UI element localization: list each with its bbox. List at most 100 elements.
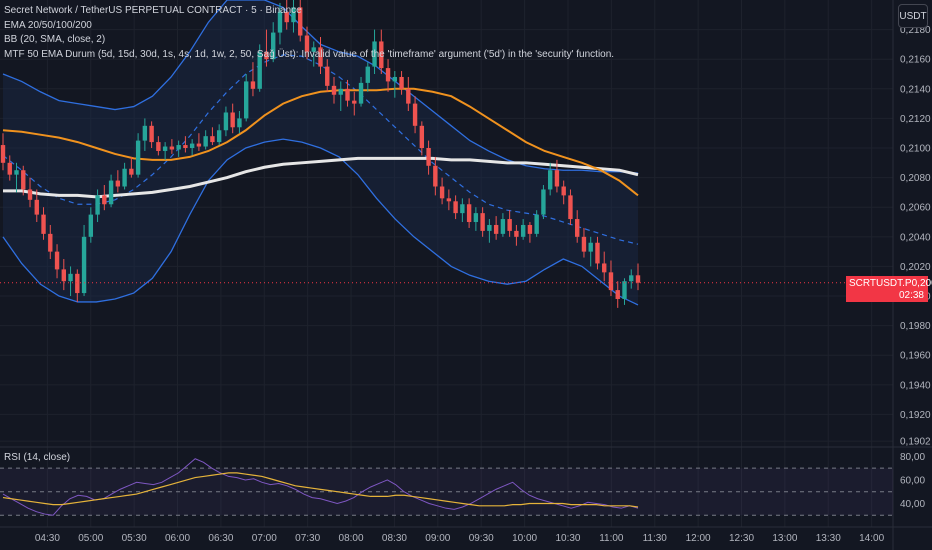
time-tick-label: 08:00 (339, 533, 364, 544)
ema-orange-line (2, 87, 639, 197)
candle-body (75, 273, 80, 294)
candle-body (500, 219, 506, 234)
countdown-label: 02:38 (898, 290, 924, 301)
candle-body (243, 81, 249, 119)
candle-body (34, 199, 39, 215)
candle-body (433, 165, 438, 187)
axes: 0,2180 0,2160 0,2140 0,2120 0,2100 0,2080 0,20… (35, 25, 931, 544)
candle-body (622, 281, 627, 299)
candle-body (520, 224, 526, 237)
candle-body (298, 7, 303, 36)
rsi-pane (0, 458, 893, 516)
legend-mtf[interactable]: MTF 50 EMA Durum (5d, 15d, 30d, 1s, 4s, … (4, 48, 615, 60)
candle-body (311, 47, 316, 52)
candle-body (514, 230, 519, 237)
time-tick-label: 14:00 (859, 533, 884, 544)
candle-body (399, 76, 404, 89)
legend-symbol[interactable]: Secret Network / TetherUS PERPETUAL CONT… (4, 5, 302, 16)
price-tick-label: 0,2080 (900, 173, 931, 184)
time-tick-label: 10:30 (555, 533, 580, 544)
candle-body (54, 251, 60, 270)
candle-body (473, 213, 479, 223)
price-label: 0,2009 (911, 278, 932, 289)
candle-body (284, 11, 289, 23)
candle-body (412, 103, 418, 126)
time-tick-label: 04:30 (35, 533, 60, 544)
time-tick-label: 11:30 (643, 533, 668, 544)
time-tick-label: 07:00 (252, 533, 277, 544)
candle-body (41, 214, 46, 234)
price-tick-label: 0,2060 (900, 203, 931, 214)
candle-body (602, 263, 607, 273)
candle-body (588, 242, 593, 252)
time-tick-label: 10:00 (512, 533, 537, 544)
candle-body (352, 100, 357, 104)
bb-middle-line (2, 54, 639, 245)
candle-body (61, 269, 66, 282)
candle-body (88, 214, 94, 237)
candle-body (635, 275, 641, 283)
candle-body (176, 145, 181, 150)
time-tick-label: 09:30 (469, 533, 494, 544)
candle-body (460, 204, 465, 214)
candle-body (453, 201, 458, 214)
candle-body (358, 82, 364, 104)
ema-white-line (3, 156, 639, 199)
candle-body (27, 189, 33, 200)
candle-body (257, 51, 262, 89)
candle-body (608, 272, 614, 291)
ema-lines (2, 87, 639, 199)
candle-body (426, 148, 431, 166)
candle-body (210, 136, 215, 143)
candle-body (0, 145, 6, 163)
currency-unit-button[interactable]: USDT (898, 4, 928, 28)
time-tick-label: 13:00 (772, 533, 797, 544)
candle-body (480, 213, 485, 231)
candle-body (493, 224, 499, 234)
candlesticks (0, 0, 641, 308)
candle-body (196, 143, 202, 147)
candle-body (14, 170, 19, 175)
candle-body (142, 125, 148, 141)
candle-body (115, 180, 121, 187)
bb-lower-line (2, 138, 639, 306)
candle-body (568, 195, 573, 220)
rsi-legend[interactable]: RSI (14, close) (4, 452, 71, 463)
candle-body (230, 112, 235, 128)
candle-body (250, 81, 256, 89)
time-tick-label: 06:30 (208, 533, 233, 544)
rsi-ma-line (2, 472, 639, 508)
price-tick-label: 0,2040 (900, 232, 931, 243)
candle-body (183, 145, 188, 149)
candle-body (149, 125, 154, 143)
candle-body (487, 224, 492, 231)
chart-legend: Secret Network / TetherUS PERPETUAL CONT… (4, 4, 614, 62)
candle-body (527, 224, 533, 234)
candle-body (271, 32, 276, 60)
time-tick-label: 12:30 (729, 533, 754, 544)
candle-body (291, 7, 296, 23)
price-tick-label: 0,2100 (900, 144, 931, 155)
price-tick-label: 0,1920 (900, 410, 931, 421)
candle-body (223, 112, 229, 131)
candle-body (439, 186, 445, 199)
price-tick-label: 0,2140 (900, 84, 931, 95)
candle-body (237, 118, 242, 128)
legend-ema[interactable]: EMA 20/50/100/200 (4, 19, 92, 31)
candle-body (216, 130, 222, 143)
candle-body (365, 66, 370, 83)
candle-body (325, 66, 330, 86)
candle-body (156, 142, 161, 151)
price-tick-label: 0,1960 (900, 351, 931, 362)
price-tick-label: 0,2180 (900, 25, 931, 36)
legend-bb[interactable]: BB (20, SMA, close, 2) (4, 34, 106, 45)
candle-body (507, 219, 512, 231)
current-price-label: SCRTUSDT.P 0,2009 02:38 (846, 276, 932, 302)
time-tick-label: 06:00 (165, 533, 190, 544)
candle-body (189, 143, 195, 149)
candle-body (264, 51, 269, 60)
candle-body (615, 290, 620, 299)
candle-body (135, 140, 141, 175)
